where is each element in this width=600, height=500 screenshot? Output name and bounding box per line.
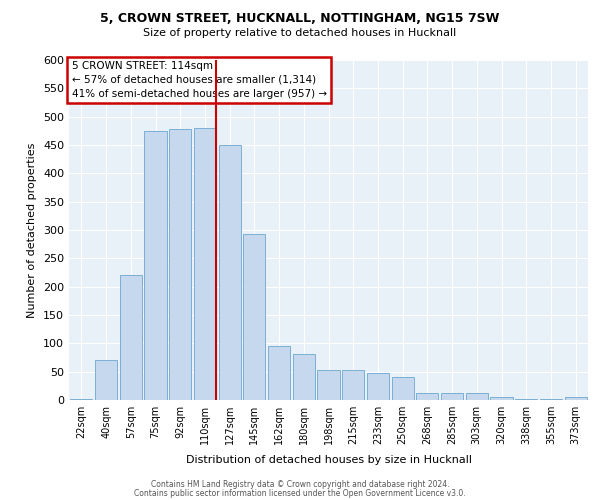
Text: Contains public sector information licensed under the Open Government Licence v3: Contains public sector information licen… (134, 488, 466, 498)
Bar (268, 346, 290, 400)
Bar (95, 360, 117, 400)
Bar (218, 145, 241, 400)
Text: Contains HM Land Registry data © Crown copyright and database right 2024.: Contains HM Land Registry data © Crown c… (151, 480, 449, 489)
Bar (515, 399, 538, 400)
Bar (317, 370, 340, 400)
Bar (441, 393, 463, 400)
Bar (466, 393, 488, 400)
Bar (342, 370, 364, 400)
Bar (70, 399, 92, 400)
Bar (119, 276, 142, 400)
Bar (565, 397, 587, 400)
Text: Size of property relative to detached houses in Hucknall: Size of property relative to detached ho… (143, 28, 457, 38)
Bar (293, 354, 315, 400)
Bar (243, 234, 265, 400)
Y-axis label: Number of detached properties: Number of detached properties (28, 142, 37, 318)
Bar (194, 128, 216, 400)
Text: 5 CROWN STREET: 114sqm
← 57% of detached houses are smaller (1,314)
41% of semi-: 5 CROWN STREET: 114sqm ← 57% of detached… (71, 60, 327, 98)
Bar (490, 397, 512, 400)
Bar (367, 374, 389, 400)
Bar (416, 393, 439, 400)
Bar (540, 399, 562, 400)
Bar (392, 378, 414, 400)
Text: 5, CROWN STREET, HUCKNALL, NOTTINGHAM, NG15 7SW: 5, CROWN STREET, HUCKNALL, NOTTINGHAM, N… (100, 12, 500, 26)
X-axis label: Distribution of detached houses by size in Hucknall: Distribution of detached houses by size … (185, 456, 472, 466)
Bar (169, 129, 191, 400)
Bar (145, 131, 167, 400)
